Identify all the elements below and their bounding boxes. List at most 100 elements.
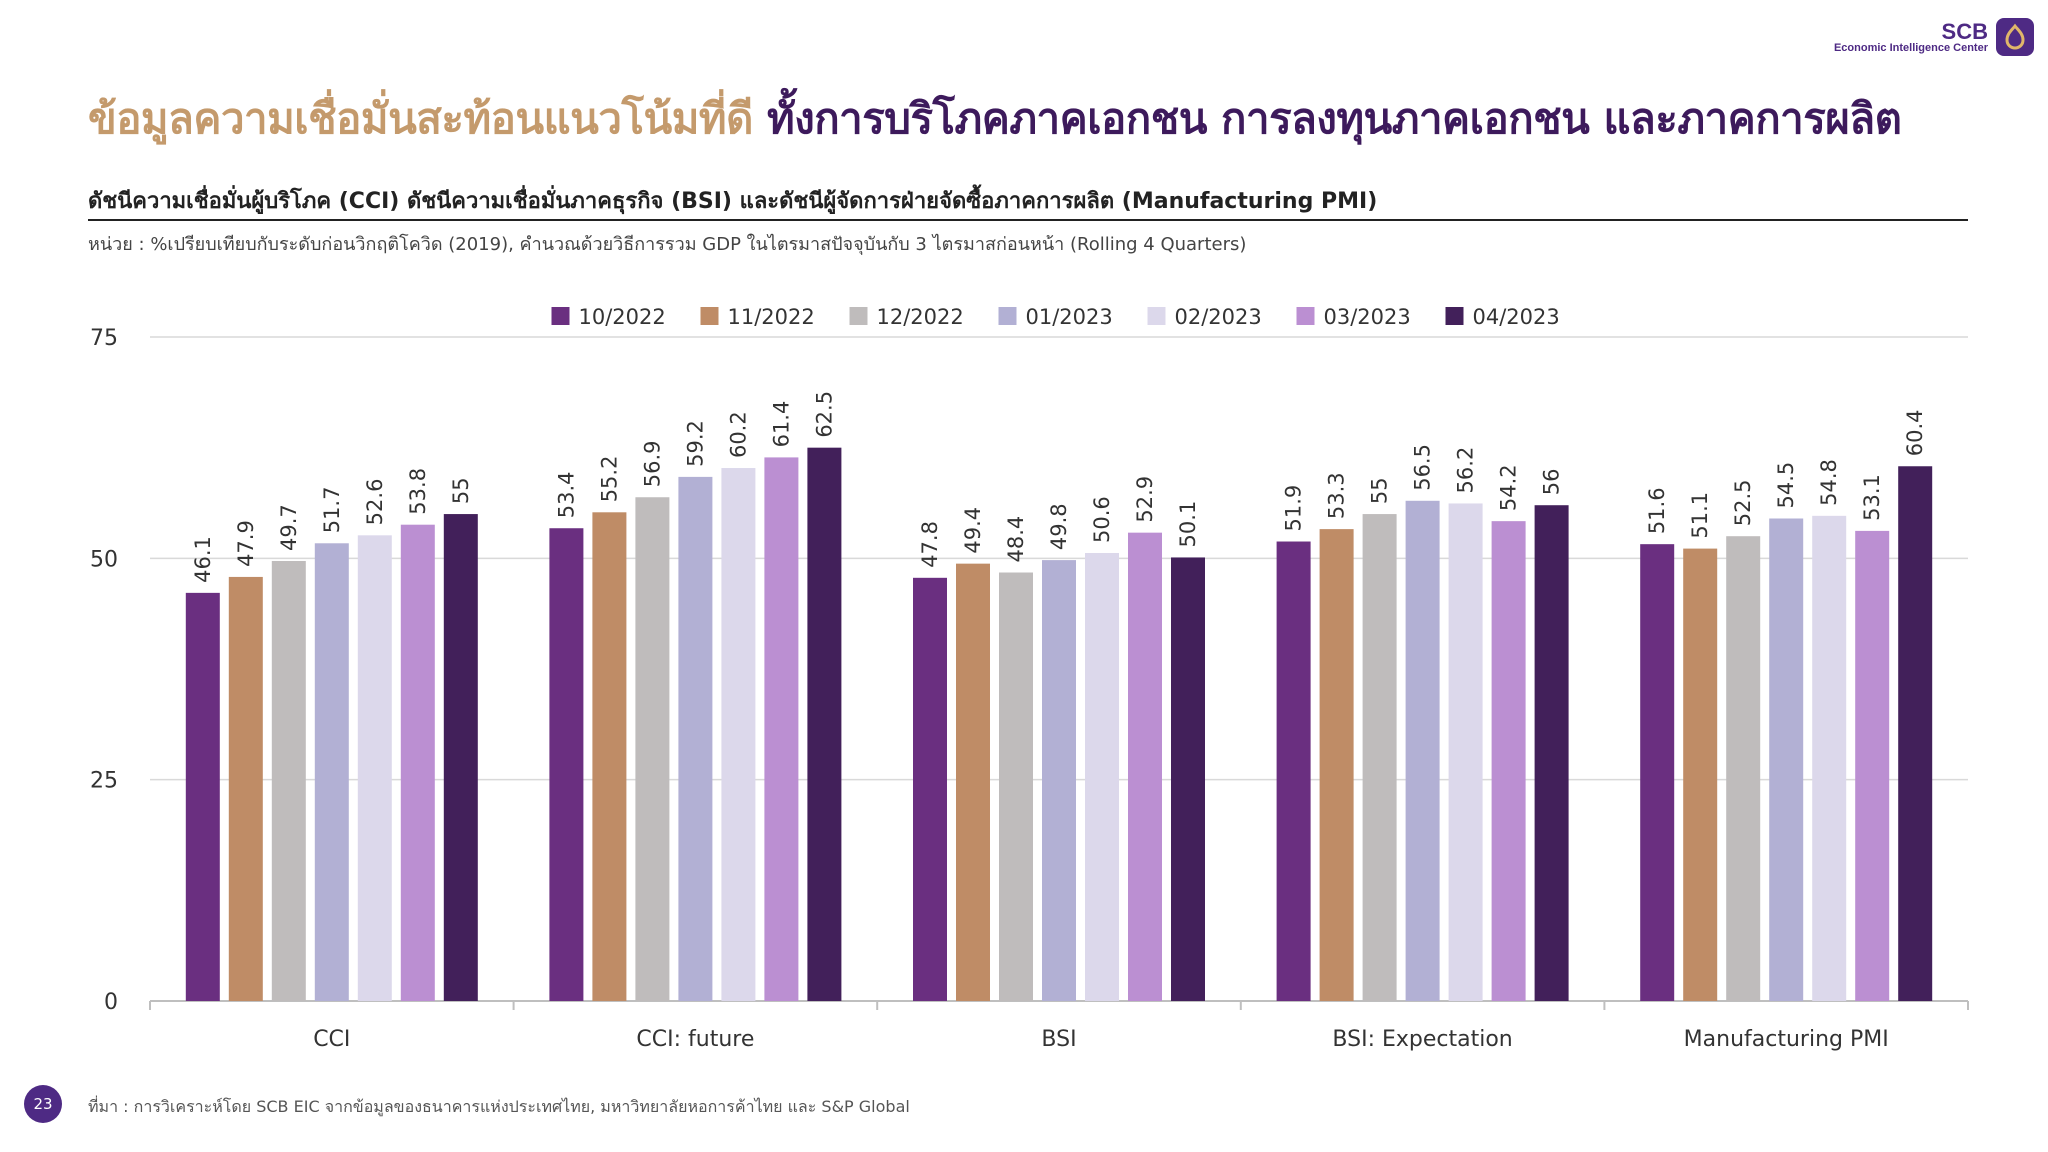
bar <box>400 524 435 1001</box>
bar <box>228 576 263 1001</box>
bar <box>1812 515 1847 1001</box>
legend-label: 12/2022 <box>877 305 964 329</box>
legend-label: 02/2023 <box>1175 305 1262 329</box>
unit-note: หน่วย : %เปรียบเทียบกับระดับก่อนวิกฤติโค… <box>88 234 1247 255</box>
data-label: 54.8 <box>1817 459 1841 506</box>
chart-subtitle: ดัชนีความเชื่อมั่นผู้บริโภค (CCI) ดัชนีค… <box>88 189 1378 214</box>
data-label: 53.3 <box>1325 472 1349 519</box>
legend-label: 11/2022 <box>728 305 815 329</box>
legend-swatch <box>1296 307 1315 325</box>
bar <box>1769 518 1804 1001</box>
data-label: 47.8 <box>918 521 942 568</box>
bar <box>999 572 1033 1001</box>
data-label: 46.1 <box>191 536 215 583</box>
legend-swatch <box>700 307 719 325</box>
scb-emblem-icon <box>1996 18 2034 56</box>
data-label: 53.1 <box>1860 474 1884 521</box>
bar <box>764 457 799 1001</box>
x-tick-label: BSI: Expectation <box>1332 1027 1512 1052</box>
page-title-main: ทั้งการบริโภคภาคเอกชน การลงทุนภาคเอกชน แ… <box>767 94 1902 143</box>
data-label: 49.8 <box>1047 503 1071 550</box>
bar <box>271 560 306 1001</box>
y-tick-label: 0 <box>104 990 118 1015</box>
bar <box>913 577 947 1001</box>
bar <box>807 447 842 1002</box>
bar <box>1405 500 1440 1001</box>
bar <box>1276 541 1311 1001</box>
legend-swatch <box>849 307 868 325</box>
bar <box>1855 530 1890 1001</box>
bar <box>1491 521 1526 1001</box>
legend-label: 10/2022 <box>579 305 666 329</box>
data-label: 50.1 <box>1176 501 1200 548</box>
page-number-badge: 23 <box>24 1085 62 1123</box>
data-label: 62.5 <box>812 391 836 438</box>
data-label: 61.4 <box>769 401 793 448</box>
bar <box>635 497 670 1001</box>
data-label: 60.2 <box>726 411 750 458</box>
bar <box>1683 548 1718 1001</box>
x-tick-label: CCI <box>313 1027 350 1052</box>
bar <box>1726 536 1761 1001</box>
data-label: 52.5 <box>1731 479 1755 526</box>
data-label: 48.4 <box>1004 516 1028 563</box>
data-label: 49.7 <box>277 504 301 551</box>
bar <box>1640 544 1675 1001</box>
data-label: 51.1 <box>1688 492 1712 539</box>
data-label: 59.2 <box>683 420 707 467</box>
data-label: 51.7 <box>320 487 344 534</box>
bar <box>1319 529 1354 1001</box>
bar <box>1362 514 1397 1001</box>
data-label: 55.2 <box>597 456 621 503</box>
data-label: 56.9 <box>640 440 664 487</box>
data-label: 54.5 <box>1774 462 1798 509</box>
page-title-accent: ข้อมูลความเชื่อมั่นสะท้อนแนวโน้มที่ดี <box>88 94 753 143</box>
scb-eic-logo: SCB Economic Intelligence Center <box>1834 18 2034 56</box>
legend-label: 03/2023 <box>1324 305 1411 329</box>
bar <box>1085 553 1119 1001</box>
data-label: 50.6 <box>1090 496 1114 543</box>
bar <box>1898 466 1933 1001</box>
data-label: 56.2 <box>1454 447 1478 494</box>
data-label: 51.6 <box>1645 487 1669 534</box>
bar <box>357 535 392 1001</box>
bar <box>592 512 627 1001</box>
x-tick-label: Manufacturing PMI <box>1684 1027 1889 1052</box>
bar <box>1042 560 1076 1001</box>
bar <box>956 563 990 1001</box>
bar <box>678 476 713 1001</box>
data-label: 47.9 <box>234 520 258 567</box>
brand-subtitle: Economic Intelligence Center <box>1833 41 1988 54</box>
legend-swatch <box>1445 307 1464 325</box>
legend-label: 04/2023 <box>1473 305 1560 329</box>
data-label: 56 <box>1540 468 1564 495</box>
x-tick-label: BSI <box>1041 1027 1076 1052</box>
legend-swatch <box>551 307 570 325</box>
y-tick-label: 75 <box>90 326 118 351</box>
legend-swatch <box>1147 307 1166 325</box>
header-divider <box>88 219 1968 221</box>
data-label: 53.8 <box>406 468 430 515</box>
data-label: 54.2 <box>1497 464 1521 511</box>
bar <box>1171 557 1205 1001</box>
x-tick-label: CCI: future <box>636 1027 754 1052</box>
data-label: 51.9 <box>1282 485 1306 532</box>
data-label: 49.4 <box>961 507 985 554</box>
data-label: 52.6 <box>363 479 387 526</box>
legend-label: 01/2023 <box>1026 305 1113 329</box>
page-title: ข้อมูลความเชื่อมั่นสะท้อนแนวโน้มที่ดี ทั… <box>88 86 1902 152</box>
data-label: 52.9 <box>1133 476 1157 523</box>
data-label: 60.4 <box>1903 409 1927 456</box>
bar <box>1448 503 1483 1001</box>
brand-name: SCB <box>1941 18 1988 44</box>
bar <box>549 528 584 1001</box>
y-tick-label: 50 <box>90 547 118 572</box>
bar <box>185 592 220 1001</box>
legend-swatch <box>998 307 1017 325</box>
source-note: ที่มา : การวิเคราะห์โดย SCB EIC จากข้อมู… <box>88 1097 910 1116</box>
data-label: 55 <box>449 477 473 504</box>
data-label: 53.4 <box>554 471 578 518</box>
data-label: 55 <box>1368 477 1392 504</box>
bar <box>721 468 756 1002</box>
